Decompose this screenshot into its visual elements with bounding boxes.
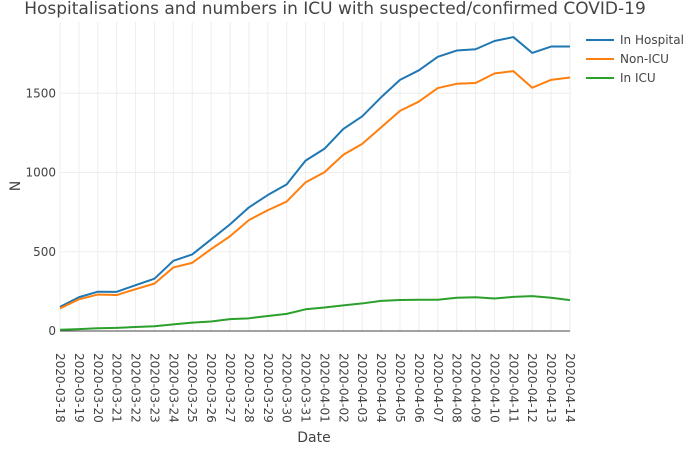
x-tick-label: 2020-03-26 (204, 353, 218, 423)
series-line-non-icu (59, 70, 571, 310)
x-tick-label: 2020-03-27 (223, 353, 237, 423)
legend-item[interactable]: In Hospital (586, 33, 684, 47)
x-tick-label: 2020-03-24 (166, 353, 180, 423)
x-tick-label: 2020-03-19 (72, 353, 86, 423)
x-tick-label: 2020-04-13 (544, 353, 558, 423)
y-tick-label: 1000 (25, 166, 56, 180)
x-tick-label: 2020-04-11 (506, 353, 520, 423)
x-tick-label: 2020-03-29 (261, 353, 275, 423)
x-tick-label: 2020-03-18 (53, 353, 67, 423)
x-tick-label: 2020-03-25 (185, 353, 199, 423)
series-lines (59, 36, 571, 331)
y-tick-label: 500 (33, 245, 56, 259)
x-tick-label: 2020-04-07 (431, 353, 445, 423)
legend-label: In Hospital (620, 33, 684, 47)
x-tick-label: 2020-04-06 (412, 353, 426, 423)
legend: In Hospital Non-ICU In ICU (586, 33, 684, 85)
legend-item[interactable]: In ICU (586, 71, 656, 85)
x-tick-label: 2020-04-01 (317, 353, 331, 423)
x-tick-label: 2020-04-05 (393, 353, 407, 423)
y-tick-label: 0 (48, 324, 56, 338)
x-tick-label: 2020-03-20 (91, 353, 105, 423)
x-tick-label: 2020-04-10 (487, 353, 501, 423)
series-line-in-hospital (59, 36, 570, 308)
x-tick-label: 2020-03-21 (110, 353, 124, 423)
x-tick-label: 2020-04-02 (336, 353, 350, 423)
y-axis-ticks: 0 500 1000 1500 (25, 86, 56, 338)
x-tick-label: 2020-03-23 (147, 353, 161, 423)
legend-item[interactable]: Non-ICU (586, 52, 669, 66)
x-tick-label: 2020-04-12 (525, 353, 539, 423)
series-line-in-icu (59, 295, 571, 331)
x-tick-label: 2020-04-03 (355, 353, 369, 423)
x-tick-label: 2020-03-22 (129, 353, 143, 423)
x-axis-ticks: 2020-03-18 2020-03-19 2020-03-20 2020-03-21… (53, 353, 577, 423)
y-tick-label: 1500 (25, 86, 56, 100)
x-tick-label: 2020-03-30 (280, 353, 294, 423)
x-tick-label: 2020-03-31 (299, 353, 313, 423)
legend-label: In ICU (620, 71, 656, 85)
y-axis-title: N (8, 181, 24, 191)
grid (59, 22, 571, 332)
chart-title: Hospitalisations and numbers in ICU with… (24, 0, 646, 19)
x-tick-label: 2020-04-14 (563, 353, 577, 423)
x-tick-label: 2020-04-08 (450, 353, 464, 423)
x-axis-title: Date (297, 430, 330, 446)
x-tick-label: 2020-04-09 (469, 353, 483, 423)
legend-label: Non-ICU (620, 52, 669, 66)
x-tick-label: 2020-04-04 (374, 353, 388, 423)
x-tick-label: 2020-03-28 (242, 353, 256, 423)
